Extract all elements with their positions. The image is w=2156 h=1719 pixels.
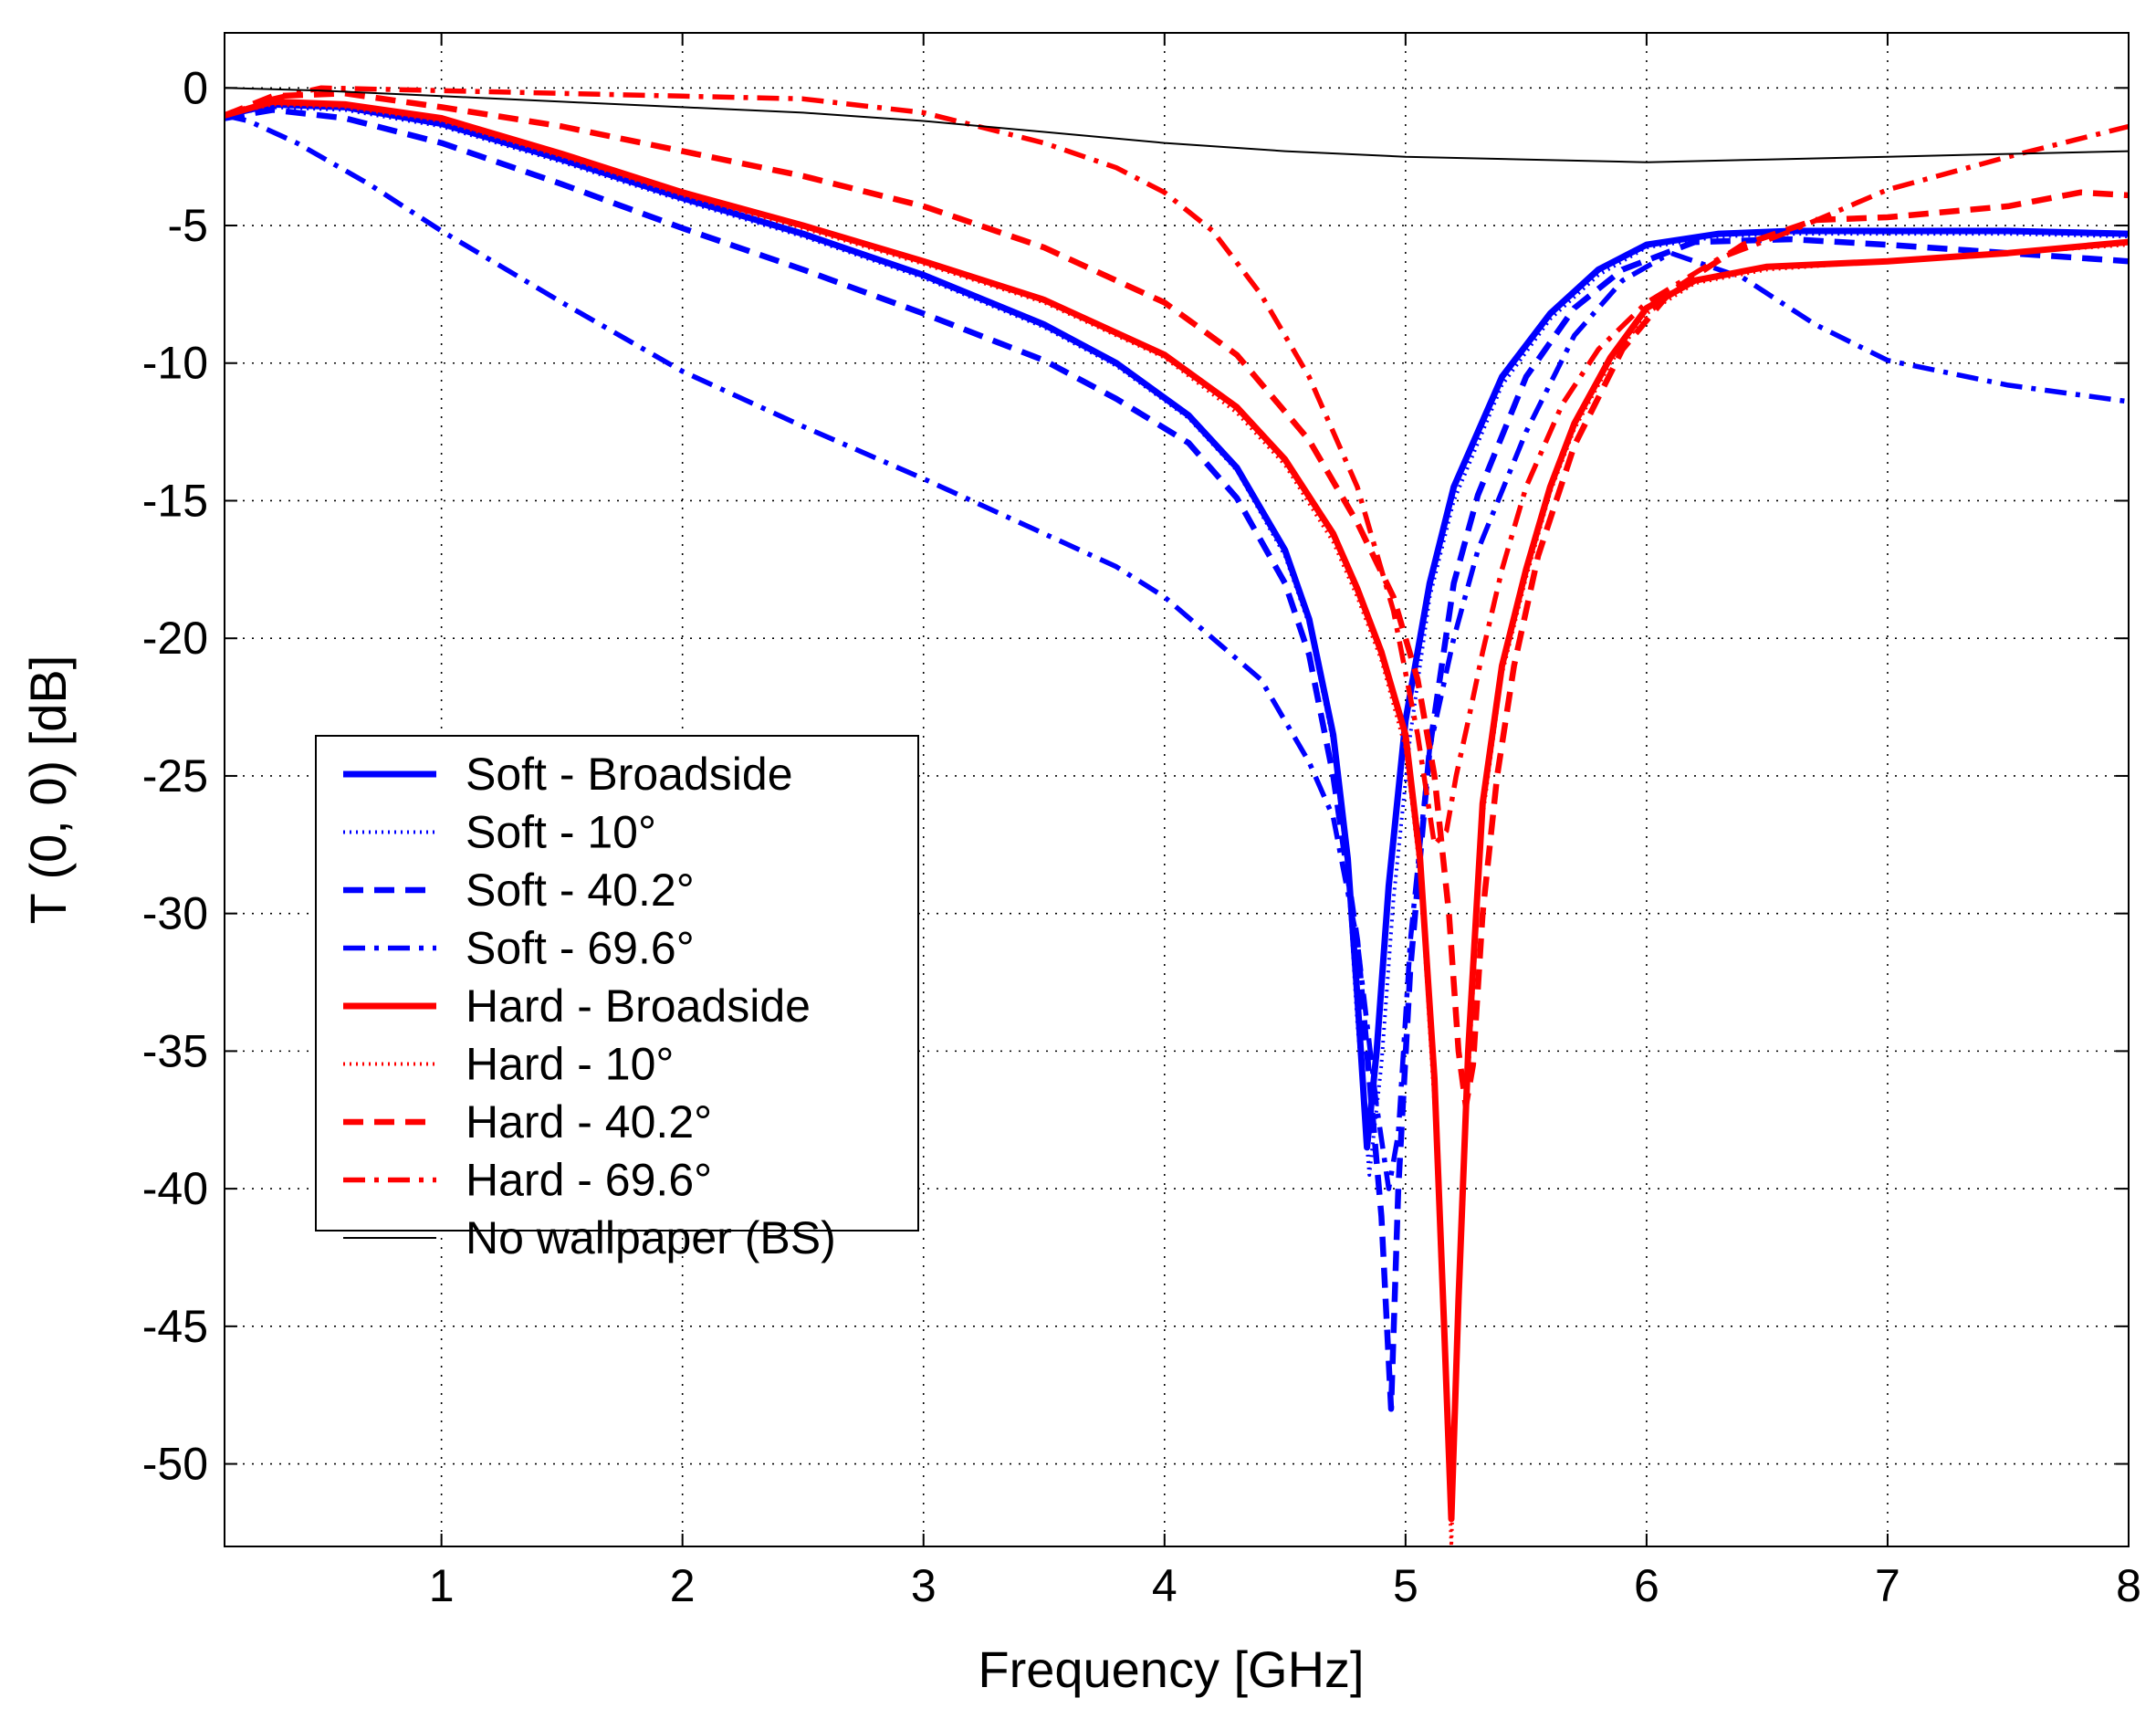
series-lines [225, 85, 2129, 1546]
y-axis-title: T (0, 0) [dB] [19, 655, 77, 925]
legend-label: Hard - 69.6° [466, 1155, 712, 1206]
series-line-no-wallpaper-bs [225, 87, 2129, 163]
series-line-soft-10 [225, 105, 2129, 1177]
x-tick-label: 8 [2116, 1560, 2141, 1611]
series-line-soft-40-2 [225, 107, 2129, 1412]
axis-ticks: 1 2 3 4 5 6 7 8 0 -5 -10 -15 -20 -25 -30 -35 -40 -45 -50 [142, 33, 2141, 1611]
legend-label: Hard - 40.2° [466, 1096, 712, 1148]
y-tick-label: 0 [183, 62, 208, 113]
y-tick-label: -5 [168, 200, 208, 251]
series-line-hard-69-6 [225, 85, 2129, 848]
legend-label: Hard - Broadside [466, 980, 811, 1032]
x-tick-label: 3 [911, 1560, 937, 1611]
y-tick-label: -40 [142, 1163, 208, 1214]
grid-lines [225, 33, 2129, 1546]
y-tick-label: -35 [142, 1025, 208, 1076]
x-tick-label: 2 [670, 1560, 696, 1611]
x-axis-title: Frequency [GHz] [978, 1640, 1364, 1698]
legend-label: Soft - Broadside [466, 749, 793, 800]
legend-label: Soft - 10° [466, 807, 656, 858]
legend: Soft - Broadside Soft - 10° Soft - 40.2° So… [315, 735, 919, 1263]
legend-label: Soft - 69.6° [466, 923, 695, 974]
plot-frame [224, 32, 2130, 1547]
legend-label: Soft - 40.2° [466, 865, 695, 916]
x-tick-label: 1 [429, 1560, 455, 1611]
y-tick-label: -25 [142, 750, 208, 802]
x-tick-label: 4 [1152, 1560, 1177, 1611]
y-tick-label: -30 [142, 888, 208, 939]
x-tick-label: 6 [1634, 1560, 1659, 1611]
y-tick-label: -15 [142, 475, 208, 526]
x-tick-label: 7 [1875, 1560, 1900, 1611]
x-tick-label: 5 [1393, 1560, 1418, 1611]
legend-box [315, 735, 919, 1232]
y-tick-label: -45 [142, 1301, 208, 1352]
y-tick-label: -10 [142, 338, 208, 389]
y-tick-label: -50 [142, 1439, 208, 1490]
series-line-hard-10 [225, 102, 2129, 1546]
legend-label: Hard - 10° [466, 1039, 674, 1090]
y-tick-label: -20 [142, 613, 208, 664]
legend-label: No wallpaper (BS) [466, 1212, 836, 1263]
